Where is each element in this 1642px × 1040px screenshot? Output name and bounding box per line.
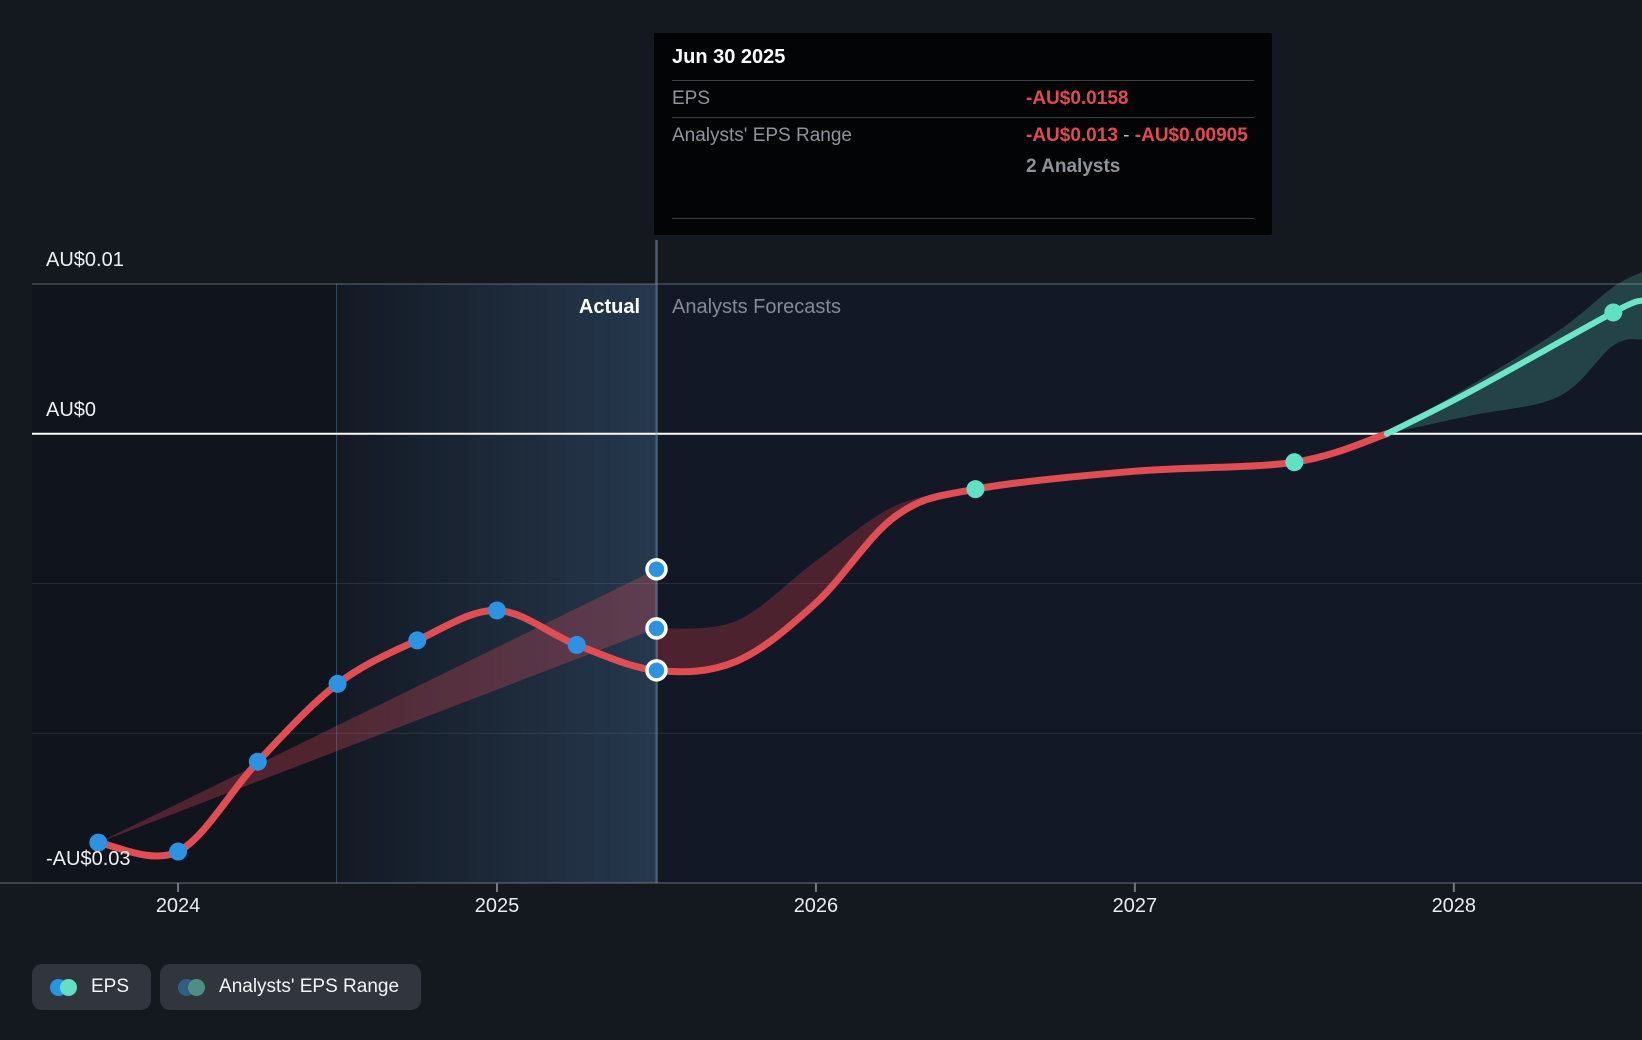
eps-teal-dot-icon xyxy=(60,978,77,996)
tooltip-range-separator: - xyxy=(1123,125,1130,146)
legend-item-analysts-eps-range[interactable]: Analysts' EPS Range xyxy=(160,964,422,1010)
analysts-forecasts-section-label: Analysts Forecasts xyxy=(672,296,841,318)
x-axis-label: 2026 xyxy=(793,895,839,917)
tooltip-eps-label: EPS xyxy=(672,88,711,109)
tooltip-range-low: -AU$0.013 xyxy=(1026,125,1118,146)
historical-eps-range-band xyxy=(98,569,657,843)
tooltip-range-value: -AU$0.013 - -AU$0.00905 xyxy=(1026,125,1254,147)
y-axis-label: -AU$0.03 xyxy=(46,848,131,870)
actual-eps-point[interactable] xyxy=(248,752,267,771)
actual-eps-point[interactable] xyxy=(408,631,427,650)
x-axis-label: 2027 xyxy=(1112,895,1158,917)
hovered-range-high-point[interactable] xyxy=(645,558,668,581)
actual-eps-point[interactable] xyxy=(567,635,586,654)
forecast-eps-range-band xyxy=(656,487,976,671)
hovered-range-low-point[interactable] xyxy=(645,617,668,640)
eps-line-positive xyxy=(1383,297,1642,437)
tooltip-eps-row: EPS -AU$0.0158 xyxy=(672,80,1254,117)
hovered-eps-point[interactable] xyxy=(645,659,668,682)
tooltip-range-label: Analysts' EPS Range xyxy=(672,125,852,146)
range-teal-dot-icon xyxy=(188,978,206,996)
last-fiscal-year-highlight-band xyxy=(336,284,655,883)
tooltip-range-high: -AU$0.00905 xyxy=(1134,125,1248,146)
x-axis-label: 2028 xyxy=(1431,895,1477,917)
chart-legend: EPS Analysts' EPS Range xyxy=(32,964,422,1010)
range-legend-icon xyxy=(178,978,206,996)
actual-eps-point[interactable] xyxy=(89,833,108,852)
y-axis-label: AU$0.01 xyxy=(46,249,124,271)
tooltip-range-row: Analysts' EPS Range -AU$0.013 - -AU$0.00… xyxy=(672,117,1254,154)
positive-eps-range-fan xyxy=(1386,272,1642,434)
forecast-region-background xyxy=(654,284,1642,883)
y-axis-label: AU$0 xyxy=(46,398,97,421)
x-axis-label: 2024 xyxy=(155,895,201,917)
legend-eps-label: EPS xyxy=(91,976,130,997)
tooltip-date: Jun 30 2025 xyxy=(672,46,786,68)
chart-tooltip: Jun 30 2025 EPS -AU$0.0158 Analysts' EPS… xyxy=(654,33,1272,235)
forecast-eps-point[interactable] xyxy=(1285,453,1304,472)
tooltip-eps-value: -AU$0.0158 xyxy=(1026,88,1129,109)
legend-range-label: Analysts' EPS Range xyxy=(219,976,400,997)
tooltip-analysts-row: 2 Analysts xyxy=(672,154,1254,185)
x-axis-label: 2025 xyxy=(474,895,520,917)
eps-legend-icon xyxy=(50,978,77,996)
actual-section-label: Actual xyxy=(578,296,640,318)
forecast-eps-point[interactable] xyxy=(966,480,985,499)
tooltip-bottom-divider xyxy=(672,218,1254,219)
legend-item-eps[interactable]: EPS xyxy=(32,964,152,1010)
forecast-eps-point[interactable] xyxy=(1604,303,1623,322)
tooltip-analysts-count: 2 Analysts xyxy=(1026,156,1121,177)
actual-eps-point[interactable] xyxy=(169,842,188,861)
actual-eps-point[interactable] xyxy=(488,601,507,620)
actual-eps-point[interactable] xyxy=(328,674,347,693)
